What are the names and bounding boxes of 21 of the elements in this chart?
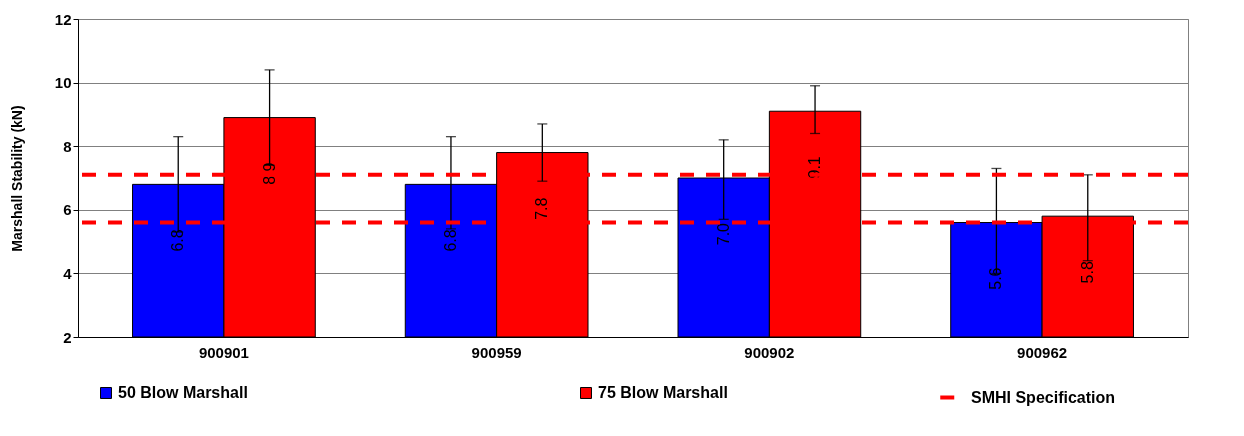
x-tick-label: 900902 (744, 343, 795, 361)
text: 5.8 (1078, 261, 1096, 284)
text: 5.6 (987, 267, 1005, 290)
x-tick-label: 900962 (1017, 343, 1068, 361)
text: 7.0 (714, 223, 732, 246)
text: 6.8 (169, 229, 187, 252)
legend-label: 75 Blow Marshall (598, 384, 728, 401)
text: 8.9 (260, 162, 278, 185)
legend-label: SMHI Specification (971, 388, 1116, 406)
y-tick-label: 10 (54, 74, 72, 92)
legend-label: 50 Blow Marshall (118, 384, 248, 401)
y-tick-label: 6 (63, 201, 72, 219)
y-tick-label: 12 (54, 10, 72, 28)
y-tick-label: 2 (63, 328, 72, 346)
x-tick-label: 900901 (198, 343, 249, 361)
text: 7.8 (533, 197, 551, 220)
x-tick-label: 900959 (471, 343, 522, 361)
y-tick-label: 4 (63, 264, 73, 282)
text: 6.8 (441, 229, 459, 252)
y-tick-label: 8 (63, 137, 72, 155)
y-axis-title: Marshall Stability (kN) (8, 105, 25, 252)
